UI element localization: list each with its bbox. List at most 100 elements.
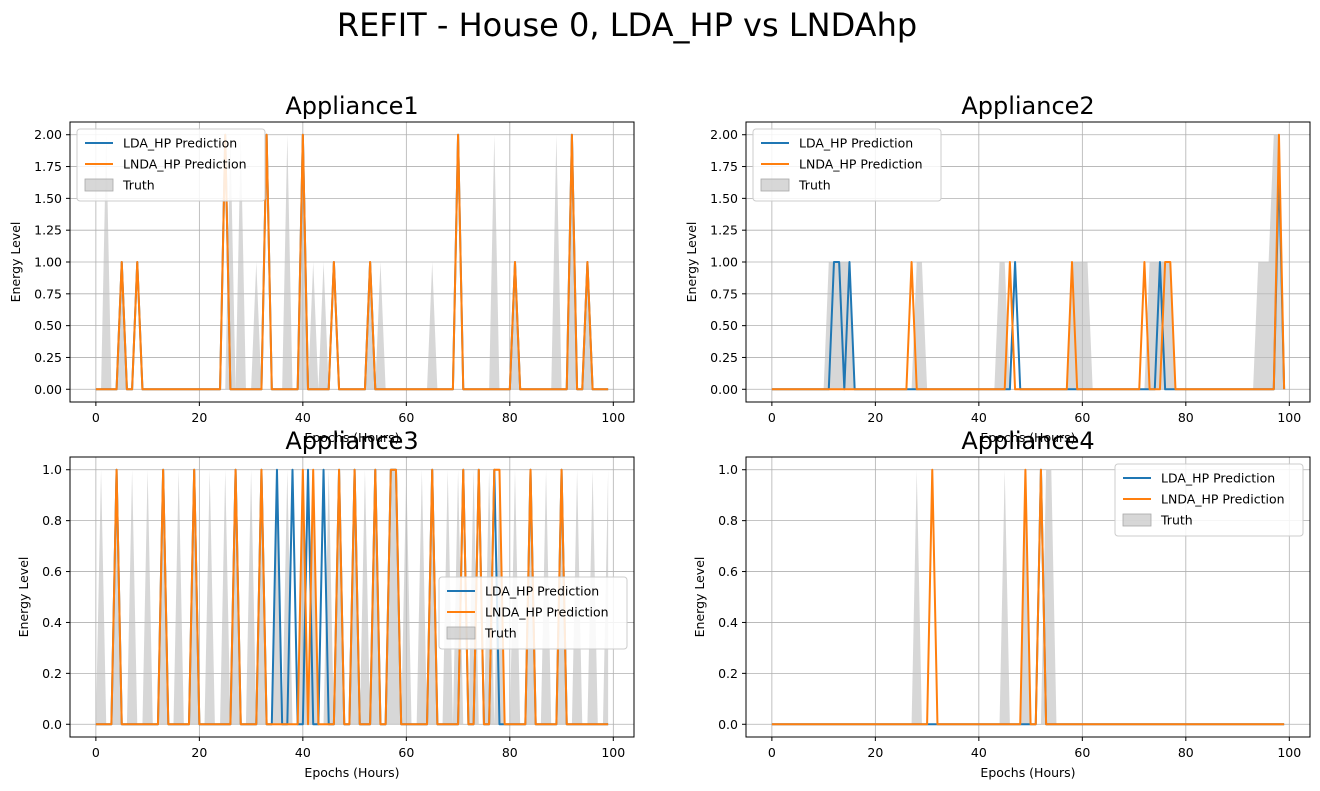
y-tick-label: 0.8	[42, 513, 62, 528]
legend-label: LDA_HP Prediction	[123, 136, 237, 151]
x-tick-label: 60	[398, 410, 414, 425]
legend-box	[752, 128, 942, 202]
subplot-title: Appliance1	[285, 92, 418, 120]
legend-label: LDA_HP Prediction	[1161, 471, 1275, 486]
y-tick-label: 1.00	[710, 255, 738, 270]
x-axis-label: Epochs (Hours)	[980, 430, 1075, 445]
y-tick-label: 0.75	[34, 286, 62, 301]
subplot-4: 0 20 40 60 80 100 0.0 0.2 0.4 0.6 0.8 1.0 Epochs (Ho…	[692, 427, 1311, 780]
y-tick-label: 0.0	[718, 717, 738, 732]
y-tick-label: 0.00	[710, 382, 738, 397]
x-axis-label: Epochs (Hours)	[980, 765, 1075, 780]
x-tick-label: 0	[768, 410, 776, 425]
truth-area	[95, 469, 609, 725]
x-tick-label: 80	[1178, 745, 1194, 760]
y-tick-label: 1.25	[710, 223, 738, 238]
x-tick-label: 100	[601, 410, 625, 425]
x-tick-label: 20	[191, 410, 207, 425]
legend-label: LNDA_HP Prediction	[123, 157, 247, 172]
y-tick-label: 0.6	[718, 564, 738, 579]
y-tick-label: 0.6	[42, 564, 62, 579]
y-tick-label: 0.0	[42, 717, 62, 732]
legend-label: LDA_HP Prediction	[485, 584, 599, 599]
truth-area	[771, 134, 1285, 390]
legend-label: Truth	[122, 178, 155, 193]
y-tick-label: 0.50	[34, 318, 62, 333]
y-tick-label: 0.00	[34, 382, 62, 397]
lnda-hp-prediction-line	[95, 133, 609, 391]
y-tick-label: 0.25	[34, 350, 62, 365]
y-tick-label: 0.2	[718, 666, 738, 681]
y-tick-label: 0.2	[42, 666, 62, 681]
x-tick-label: 100	[601, 745, 625, 760]
x-tick-label: 40	[295, 410, 311, 425]
subplot-title: Appliance2	[961, 92, 1094, 120]
y-tick-label: 0.4	[718, 615, 738, 630]
x-tick-label: 0	[92, 745, 100, 760]
axes-frame	[69, 456, 635, 738]
x-tick-label: 0	[768, 745, 776, 760]
legend-label: LNDA_HP Prediction	[1161, 492, 1285, 507]
lnda-hp-prediction-line	[95, 468, 609, 726]
truth-area	[95, 134, 593, 390]
plot-area	[95, 468, 609, 726]
x-tick-label: 20	[867, 745, 883, 760]
subplots: 0 20 40 60 80 1000.000.250.500.751.001.251.50…	[8, 92, 1311, 780]
legend-label: Truth	[798, 178, 831, 193]
legend: LDA_HP Prediction LNDA_HP Prediction Truth	[438, 576, 628, 650]
x-axis-label: Epochs (Hours)	[304, 430, 399, 445]
y-tick-label: 0.4	[42, 615, 62, 630]
x-tick-label: 80	[502, 745, 518, 760]
x-tick-label: 40	[971, 745, 987, 760]
x-tick-label: 80	[1178, 410, 1194, 425]
x-tick-label: 0	[92, 410, 100, 425]
legend-label: LDA_HP Prediction	[799, 136, 913, 151]
plot-area	[771, 133, 1286, 391]
y-tick-label: 1.25	[34, 223, 62, 238]
x-tick-label: 60	[1074, 410, 1090, 425]
x-tick-label: 40	[295, 745, 311, 760]
x-tick-label: 20	[191, 745, 207, 760]
x-tick-label: 40	[971, 410, 987, 425]
x-tick-label: 60	[1074, 745, 1090, 760]
x-tick-label: 80	[502, 410, 518, 425]
legend-truth-swatch	[84, 178, 114, 192]
y-tick-label: 2.00	[710, 127, 738, 142]
legend-label: Truth	[1160, 513, 1193, 528]
y-tick-label: 0.75	[710, 286, 738, 301]
figure-title: REFIT - House 0, LDA_HP vs LNDAhp	[337, 6, 917, 44]
subplot-title: Appliance4	[961, 427, 1094, 455]
legend-box	[76, 128, 266, 202]
subplot-title: Appliance3	[285, 427, 418, 455]
subplot-2: 0 20 40 60 80 100 0.00 0.25 0.50 0.75 1.00 1.25 1.50…	[684, 92, 1311, 445]
y-tick-label: 1.75	[34, 159, 62, 174]
legend: LDA_HP Prediction LNDA_HP Prediction Truth	[76, 128, 266, 202]
axes-frame	[745, 456, 1311, 738]
legend: LDA_HP Prediction LNDA_HP Prediction Truth	[752, 128, 942, 202]
y-tick-label: 0.25	[710, 350, 738, 365]
y-tick-label: 1.0	[42, 462, 62, 477]
x-tick-label: 60	[398, 745, 414, 760]
legend-label: LNDA_HP Prediction	[799, 157, 923, 172]
plot-area	[95, 133, 609, 391]
y-tick-label: 1.50	[34, 191, 62, 206]
y-axis-label: Energy Level	[16, 557, 31, 638]
x-axis-label: Epochs (Hours)	[304, 765, 399, 780]
subplot-3: 0 20 40 60 80 100 0.0 0.2 0.4 0.6 0.8 1.0 Epochs (Ho…	[16, 427, 635, 780]
legend-box	[438, 576, 628, 650]
legend-label: Truth	[484, 626, 517, 641]
y-tick-label: 1.50	[710, 191, 738, 206]
y-tick-label: 1.75	[710, 159, 738, 174]
subplot-1: 0 20 40 60 80 100 0.00 0.25 0.50 0.75 1.00 1.25 1.50…	[8, 92, 635, 445]
plot-area	[771, 468, 1285, 726]
legend-truth-swatch	[446, 626, 476, 640]
y-tick-label: 2.00	[34, 127, 62, 142]
x-tick-label: 100	[1277, 410, 1301, 425]
lnda-hp-prediction-line	[771, 468, 1285, 726]
x-tick-label: 100	[1277, 745, 1301, 760]
y-tick-label: 1.0	[718, 462, 738, 477]
truth-area	[771, 469, 1057, 725]
y-axis-label: Energy Level	[692, 557, 707, 638]
legend-truth-swatch	[1122, 513, 1152, 527]
